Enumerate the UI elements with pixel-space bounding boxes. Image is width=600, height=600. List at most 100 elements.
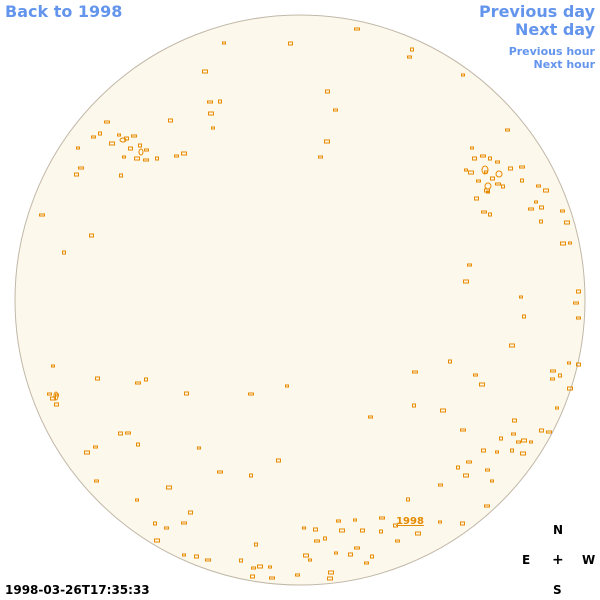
- region-marker: [488, 212, 492, 217]
- region-marker: [539, 428, 544, 433]
- region-marker: [313, 527, 318, 532]
- region-marker: [257, 564, 263, 569]
- region-marker: [467, 263, 472, 267]
- region-marker: [456, 465, 460, 470]
- previous-hour-link[interactable]: Previous hour: [508, 45, 595, 58]
- region-marker: [295, 573, 300, 577]
- region-marker: [461, 73, 465, 77]
- region-marker: [218, 99, 222, 104]
- region-marker: [495, 450, 499, 454]
- sunspot-contour: [119, 137, 127, 143]
- region-marker: [406, 497, 410, 502]
- region-marker: [131, 134, 137, 138]
- region-marker: [89, 233, 94, 238]
- back-to-year-link[interactable]: Back to 1998: [5, 2, 123, 21]
- region-marker: [166, 485, 172, 490]
- next-day-link[interactable]: Next day: [515, 20, 595, 39]
- region-marker: [117, 133, 121, 137]
- region-marker: [138, 143, 142, 148]
- region-marker: [268, 565, 272, 569]
- region-marker: [217, 470, 223, 474]
- region-marker: [135, 498, 139, 502]
- region-marker: [485, 468, 490, 472]
- region-marker: [182, 553, 186, 557]
- region-marker: [208, 111, 214, 116]
- year-label-link[interactable]: 1998: [396, 516, 424, 527]
- region-marker: [125, 431, 131, 435]
- region-marker: [211, 126, 215, 130]
- sunspot-contour: [481, 165, 489, 175]
- region-marker: [519, 165, 525, 169]
- region-marker: [134, 156, 140, 161]
- region-marker: [153, 521, 157, 526]
- active-regions: [39, 27, 581, 581]
- region-marker: [325, 89, 330, 94]
- region-marker: [93, 445, 98, 449]
- region-marker: [39, 213, 45, 217]
- region-marker: [336, 519, 341, 523]
- region-marker: [521, 438, 527, 443]
- region-marker: [303, 553, 309, 558]
- region-marker: [536, 184, 541, 188]
- region-marker: [164, 526, 169, 530]
- region-marker: [118, 431, 123, 436]
- region-marker: [50, 396, 56, 401]
- region-marker: [520, 178, 524, 183]
- region-marker: [558, 373, 562, 378]
- region-marker: [505, 128, 510, 132]
- region-marker: [564, 220, 570, 225]
- next-hour-link[interactable]: Next hour: [533, 58, 596, 71]
- region-marker: [543, 188, 549, 193]
- region-marker: [539, 205, 544, 210]
- region-marker: [415, 531, 421, 536]
- sunspot-contour: [484, 182, 492, 190]
- region-marker: [188, 510, 193, 515]
- region-marker: [560, 241, 566, 246]
- region-marker: [205, 558, 211, 562]
- region-marker: [460, 521, 465, 526]
- region-marker: [222, 41, 226, 45]
- region-marker: [76, 146, 80, 150]
- region-marker: [323, 536, 327, 541]
- region-marker: [474, 196, 479, 201]
- region-marker: [94, 479, 99, 483]
- region-marker: [239, 558, 243, 563]
- region-marker: [95, 376, 100, 381]
- region-marker: [276, 458, 281, 463]
- region-marker: [354, 27, 360, 31]
- region-marker: [348, 552, 353, 557]
- region-marker: [438, 520, 442, 524]
- region-marker: [448, 359, 452, 364]
- region-marker: [468, 170, 474, 175]
- region-marker: [368, 415, 373, 419]
- region-marker: [479, 382, 485, 387]
- region-marker: [318, 155, 323, 159]
- region-marker: [144, 377, 148, 382]
- region-marker: [168, 118, 173, 123]
- region-marker: [490, 176, 495, 181]
- region-marker: [285, 384, 289, 388]
- region-marker: [51, 364, 55, 368]
- region-marker: [197, 446, 201, 450]
- region-marker: [520, 451, 526, 456]
- region-marker: [511, 432, 516, 436]
- compass-east: E: [522, 553, 531, 567]
- sunspot-contour: [53, 391, 59, 401]
- region-marker: [466, 460, 472, 464]
- region-marker: [269, 576, 275, 580]
- region-marker: [62, 250, 66, 255]
- region-marker: [288, 41, 293, 46]
- region-marker: [328, 570, 334, 575]
- sunspot-contour: [138, 148, 144, 156]
- region-marker: [486, 190, 490, 194]
- region-marker: [144, 148, 149, 152]
- region-marker: [333, 108, 338, 112]
- region-marker: [473, 373, 478, 377]
- previous-day-link[interactable]: Previous day: [478, 2, 595, 21]
- region-marker: [495, 160, 500, 164]
- solar-disk: [14, 14, 586, 586]
- region-marker: [460, 428, 466, 432]
- region-marker: [470, 146, 474, 150]
- region-marker: [360, 528, 365, 533]
